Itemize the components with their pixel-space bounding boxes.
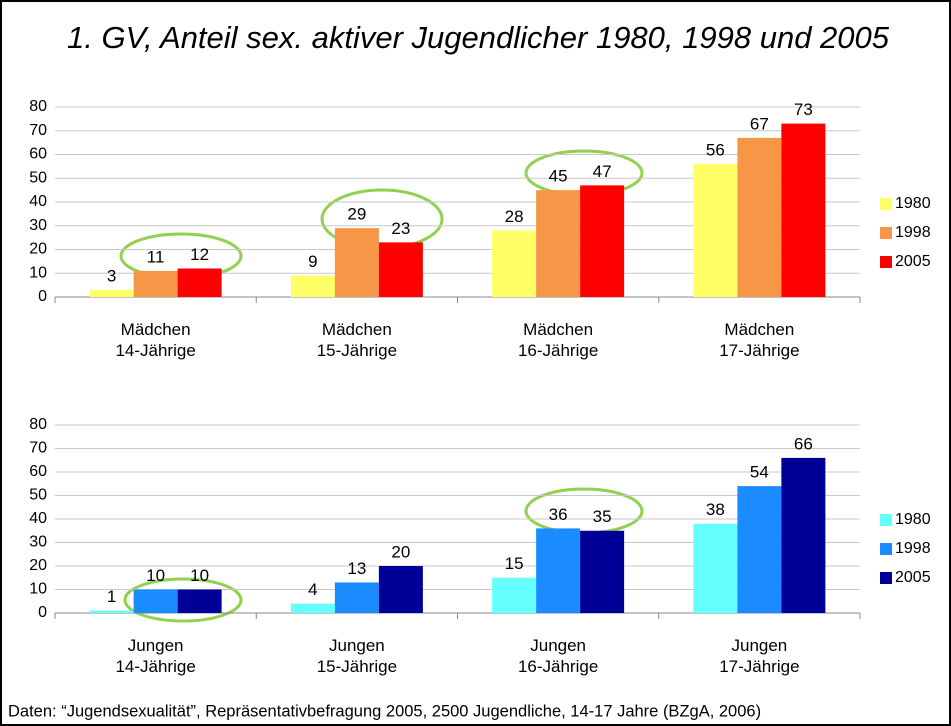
bar bbox=[693, 523, 738, 613]
x-tick-label: Jungen 14-Jährige bbox=[115, 636, 196, 676]
y-tick-label: 30 bbox=[29, 534, 47, 551]
bar bbox=[492, 577, 537, 613]
bar bbox=[580, 185, 625, 297]
highlight-ellipse bbox=[123, 577, 243, 623]
legend-swatch bbox=[880, 514, 892, 526]
bar bbox=[89, 610, 134, 613]
bar bbox=[492, 230, 537, 297]
legend-swatch bbox=[880, 256, 892, 268]
bar bbox=[133, 270, 178, 297]
data-label: 4 bbox=[308, 580, 317, 599]
legend-label: 1998 bbox=[895, 540, 931, 557]
y-tick-label: 0 bbox=[38, 288, 47, 305]
y-tick-label: 20 bbox=[29, 241, 47, 258]
data-label: 38 bbox=[706, 500, 725, 519]
bar bbox=[177, 589, 222, 613]
y-tick-label: 10 bbox=[29, 581, 47, 598]
data-label: 73 bbox=[794, 100, 813, 119]
data-label: 9 bbox=[308, 252, 317, 271]
bar bbox=[536, 190, 581, 297]
source-note: Daten: “Jugendsexualität”, Repräsentativ… bbox=[8, 702, 761, 720]
y-tick-label: 70 bbox=[29, 440, 47, 457]
data-label: 10 bbox=[146, 566, 165, 585]
bar bbox=[378, 242, 423, 297]
y-tick-label: 40 bbox=[29, 193, 47, 210]
data-label: 36 bbox=[549, 505, 568, 524]
data-label: 56 bbox=[706, 140, 725, 159]
data-label: 13 bbox=[347, 559, 366, 578]
y-tick-label: 60 bbox=[29, 146, 47, 163]
x-tick-label: Mädchen 17-Jährige bbox=[719, 320, 800, 360]
data-label: 11 bbox=[147, 247, 165, 266]
data-label: 67 bbox=[750, 114, 769, 133]
legend-label: 2005 bbox=[895, 569, 931, 586]
bar bbox=[693, 164, 738, 297]
bar bbox=[781, 457, 826, 613]
y-tick-label: 70 bbox=[29, 122, 47, 139]
legend-label: 1980 bbox=[895, 195, 931, 212]
data-label: 1 bbox=[107, 587, 116, 606]
y-tick-label: 50 bbox=[29, 169, 47, 186]
y-tick-label: 40 bbox=[29, 510, 47, 527]
bar bbox=[133, 589, 178, 613]
data-label: 66 bbox=[794, 434, 813, 453]
legend-swatch bbox=[880, 227, 892, 239]
legend-swatch bbox=[880, 543, 892, 555]
bar bbox=[177, 268, 222, 297]
bar bbox=[334, 228, 379, 297]
data-label: 28 bbox=[505, 207, 524, 226]
data-label: 3 bbox=[107, 266, 116, 285]
data-label: 12 bbox=[190, 245, 209, 264]
bar bbox=[781, 123, 826, 297]
legend-label: 2005 bbox=[895, 253, 931, 270]
y-tick-label: 80 bbox=[29, 416, 47, 433]
bar bbox=[536, 528, 581, 613]
data-label: 45 bbox=[549, 167, 568, 186]
y-tick-label: 0 bbox=[38, 604, 47, 621]
bar bbox=[89, 289, 134, 297]
y-tick-label: 10 bbox=[29, 264, 47, 281]
x-tick-label: Jungen 16-Jährige bbox=[517, 636, 599, 676]
legend-label: 1980 bbox=[895, 511, 931, 528]
bar bbox=[737, 486, 782, 613]
legend-swatch bbox=[880, 572, 892, 584]
x-tick-label: Jungen 15-Jährige bbox=[316, 636, 398, 676]
data-label: 54 bbox=[750, 463, 769, 482]
y-tick-label: 60 bbox=[29, 463, 47, 480]
bar bbox=[737, 137, 782, 297]
x-tick-label: Mädchen 15-Jährige bbox=[316, 320, 398, 360]
data-label: 10 bbox=[190, 566, 209, 585]
bar bbox=[580, 530, 625, 613]
bar bbox=[290, 603, 335, 613]
y-tick-label: 30 bbox=[29, 217, 47, 234]
legend-label: 1998 bbox=[895, 224, 931, 241]
legend-swatch bbox=[880, 198, 892, 210]
x-tick-label: Mädchen 16-Jährige bbox=[517, 320, 599, 360]
y-tick-label: 80 bbox=[29, 98, 47, 115]
bar bbox=[290, 275, 335, 297]
y-tick-label: 20 bbox=[29, 557, 47, 574]
data-label: 35 bbox=[593, 507, 612, 526]
data-label: 29 bbox=[347, 205, 366, 224]
data-label: 23 bbox=[391, 219, 410, 238]
chart-title: 1. GV, Anteil sex. aktiver Jugendlicher … bbox=[67, 20, 890, 55]
bar bbox=[334, 582, 379, 613]
x-tick-label: Mädchen 14-Jährige bbox=[115, 320, 196, 360]
y-tick-label: 50 bbox=[29, 487, 47, 504]
x-tick-label: Jungen 17-Jährige bbox=[719, 636, 800, 676]
data-label: 15 bbox=[505, 554, 524, 573]
bar bbox=[378, 566, 423, 613]
data-label: 20 bbox=[391, 542, 410, 561]
data-label: 47 bbox=[593, 162, 612, 181]
